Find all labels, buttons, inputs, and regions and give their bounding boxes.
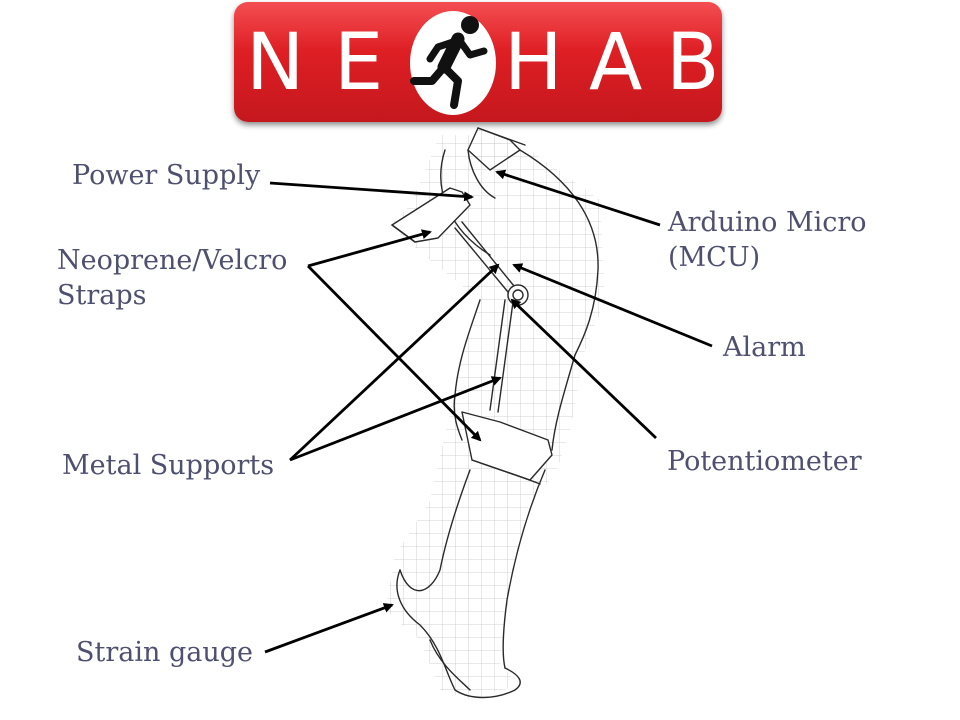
- graph-paper-background: [385, 135, 605, 700]
- arrow-neoprene-upper: [307, 229, 432, 268]
- logo-letter-n: N: [246, 18, 305, 108]
- label-arduino-micro: Arduino Micro (MCU): [668, 205, 867, 275]
- logo-letter-b: B: [666, 18, 720, 108]
- label-strain-gauge: Strain gauge: [76, 637, 253, 668]
- logo-letter-e: E: [334, 18, 384, 108]
- label-alarm: Alarm: [723, 332, 806, 363]
- label-arduino-line1: Arduino Micro: [668, 207, 867, 238]
- arrow-neoprene-lower: [307, 265, 482, 442]
- logo-letter-h: H: [504, 18, 563, 108]
- arrow-power-supply: [269, 181, 474, 202]
- annotation-arrows: [264, 169, 713, 654]
- logo-letter-a: A: [589, 18, 643, 108]
- label-arduino-line2: (MCU): [668, 242, 761, 273]
- label-neoprene-line1: Neoprene/Velcro: [57, 245, 288, 276]
- arrow-arduino: [495, 169, 661, 227]
- label-neoprene-straps: Neoprene/Velcro Straps: [57, 243, 287, 313]
- label-neoprene-line2: Straps: [57, 280, 147, 311]
- arrow-strain-gauge: [264, 603, 394, 654]
- arrow-alarm: [512, 263, 713, 348]
- arrow-metal-upper: [289, 263, 500, 462]
- label-potentiometer: Potentiometer: [667, 446, 862, 477]
- nehab-logo: N E H A B: [234, 2, 722, 122]
- label-power-supply: Power Supply: [72, 160, 261, 191]
- arrow-potentiometer: [510, 298, 657, 440]
- label-metal-supports: Metal Supports: [62, 450, 275, 481]
- arrow-metal-lower: [289, 376, 502, 462]
- running-man-icon: [410, 16, 488, 109]
